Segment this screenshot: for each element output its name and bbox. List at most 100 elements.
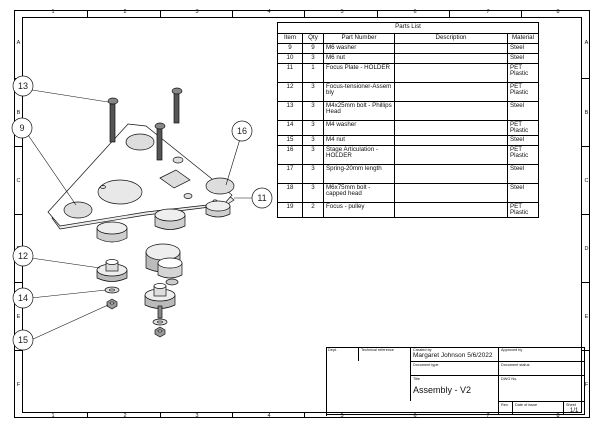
zone-row-b-left: B <box>16 110 21 116</box>
zone-col-3-bottom: 3 <box>195 413 199 419</box>
dwg-no-label: DWG No. <box>501 377 518 381</box>
doc-status-label: Document status <box>501 363 530 367</box>
parts-row: 16 3 Stage Articulation - HOLDER PET Pla… <box>277 145 539 165</box>
cell-qty: 3 <box>302 145 324 165</box>
zone-row-a-right: A <box>584 40 589 46</box>
cell-qty: 3 <box>302 120 324 136</box>
balloon-11-label: 11 <box>257 193 266 203</box>
zone-col-7-bottom: 7 <box>486 413 490 419</box>
zone-tick <box>87 10 88 17</box>
m4-washer-2 <box>152 318 168 326</box>
created-by-cell: Created by Margaret Johnson 5/6/2022 <box>410 347 498 361</box>
cell-item: 10 <box>277 53 303 64</box>
zone-tick <box>521 10 522 17</box>
zone-row-f-right: F <box>584 382 589 388</box>
bolt-m4-1 <box>107 97 119 143</box>
date-of-issue-label: Date of issue <box>515 403 538 407</box>
header-qty: Qty <box>302 33 324 44</box>
balloon-13 <box>12 75 34 97</box>
cell-item: 12 <box>277 82 303 102</box>
cell-description <box>394 82 508 102</box>
sheet-cell: Sheet 1/1 <box>563 401 585 415</box>
cell-part-number: M6 nut <box>323 53 395 64</box>
header-material: Material <box>507 33 539 44</box>
balloon-16-label: 16 <box>237 126 247 136</box>
drawing-title: Assembly - V2 <box>413 385 472 395</box>
title-cell: Title Assembly - V2 <box>410 375 498 401</box>
created-by-value: Margaret Johnson 5/6/2022 <box>413 352 493 359</box>
cell-part-number: Focus Plate - HOLDER <box>323 63 395 83</box>
title-label: Title <box>413 377 421 381</box>
cell-material: Steel <box>507 43 539 54</box>
dept-cell: Dept. <box>326 347 358 361</box>
rev-cell: Rev. <box>498 401 512 415</box>
zone-tick <box>160 413 161 418</box>
zone-tick <box>87 413 88 418</box>
doc-type-label: Document type <box>413 363 439 367</box>
header-description: Description <box>394 33 508 44</box>
zone-tick <box>304 413 305 418</box>
balloon-11 <box>251 187 273 209</box>
cell-material: PET Plastic <box>507 82 539 102</box>
cell-part-number: M6x75mm bolt - capped head <box>323 183 395 203</box>
balloon-12 <box>12 245 34 267</box>
zone-tick <box>160 10 161 17</box>
cell-part-number: Focus-tensioner-Assembly <box>323 82 395 102</box>
m4-nut-2 <box>154 326 166 338</box>
zone-tick <box>449 10 450 17</box>
zone-col-5-top: 5 <box>340 9 344 15</box>
cell-qty: 9 <box>302 43 324 54</box>
cell-material: PET Plastic <box>507 145 539 165</box>
cell-qty: 3 <box>302 101 324 121</box>
focus-tensioner-3 <box>144 283 176 319</box>
rev-label: Rev. <box>501 403 509 407</box>
parts-row: 12 3 Focus-tensioner-Assembly PET Plasti… <box>277 82 539 102</box>
cell-description <box>394 101 508 121</box>
focus-tensioner-2 <box>96 259 128 282</box>
zone-col-3-top: 3 <box>195 9 199 15</box>
zone-row-d-right: D <box>584 246 589 252</box>
cell-item: 17 <box>277 164 303 184</box>
zone-col-6-top: 6 <box>413 9 417 15</box>
bolt-m4-3 <box>154 122 166 161</box>
stage-articulation-holder-2 <box>154 208 186 230</box>
cell-material: PET Plastic <box>507 120 539 136</box>
dept-label: Dept. <box>328 348 338 352</box>
cell-material: Steel <box>507 135 539 146</box>
zone-tick <box>582 282 590 283</box>
doc-status-cell: Document status <box>498 361 585 375</box>
zone-col-8-top: 8 <box>556 9 560 15</box>
cell-part-number: M4 washer <box>323 120 395 136</box>
cell-part-number: M6 washer <box>323 43 395 54</box>
header-part-number: Part Number <box>323 33 395 44</box>
cell-item: 15 <box>277 135 303 146</box>
cell-description <box>394 164 508 184</box>
cell-description <box>394 53 508 64</box>
parts-row: 11 1 Focus Plate - HOLDER PET Plastic <box>277 63 539 83</box>
cell-description <box>394 63 508 83</box>
cell-qty: 3 <box>302 53 324 64</box>
zone-tick <box>304 10 305 17</box>
focus-plate <box>47 123 235 230</box>
zone-tick <box>14 214 22 215</box>
balloon-15-label: 15 <box>18 335 28 345</box>
cell-item: 14 <box>277 120 303 136</box>
m4-washer-1 <box>104 286 120 294</box>
zone-row-b-right: B <box>584 110 589 116</box>
balloon-14-label: 14 <box>18 293 28 303</box>
cell-material: PET Plastic <box>507 202 539 218</box>
parts-list-table: Parts List Item Qty Part Number Descript… <box>277 22 539 218</box>
sheet-inner-frame <box>22 17 582 413</box>
cell-material: PET Plastic <box>507 63 539 83</box>
leader-lines <box>25 89 252 341</box>
zone-tick <box>14 282 22 283</box>
approved-by-label: Approved by <box>501 348 523 352</box>
cell-part-number: Stage Articulation - HOLDER <box>323 145 395 165</box>
parts-row: 18 3 M6x75mm bolt - capped head Steel <box>277 183 539 203</box>
cell-part-number: Spring-20mm length <box>323 164 395 184</box>
bolt-m4-2 <box>171 87 183 124</box>
cell-item: 11 <box>277 63 303 83</box>
header-item: Item <box>277 33 303 44</box>
m4-nut-1 <box>106 298 118 310</box>
created-by-label: Created by <box>413 348 432 352</box>
